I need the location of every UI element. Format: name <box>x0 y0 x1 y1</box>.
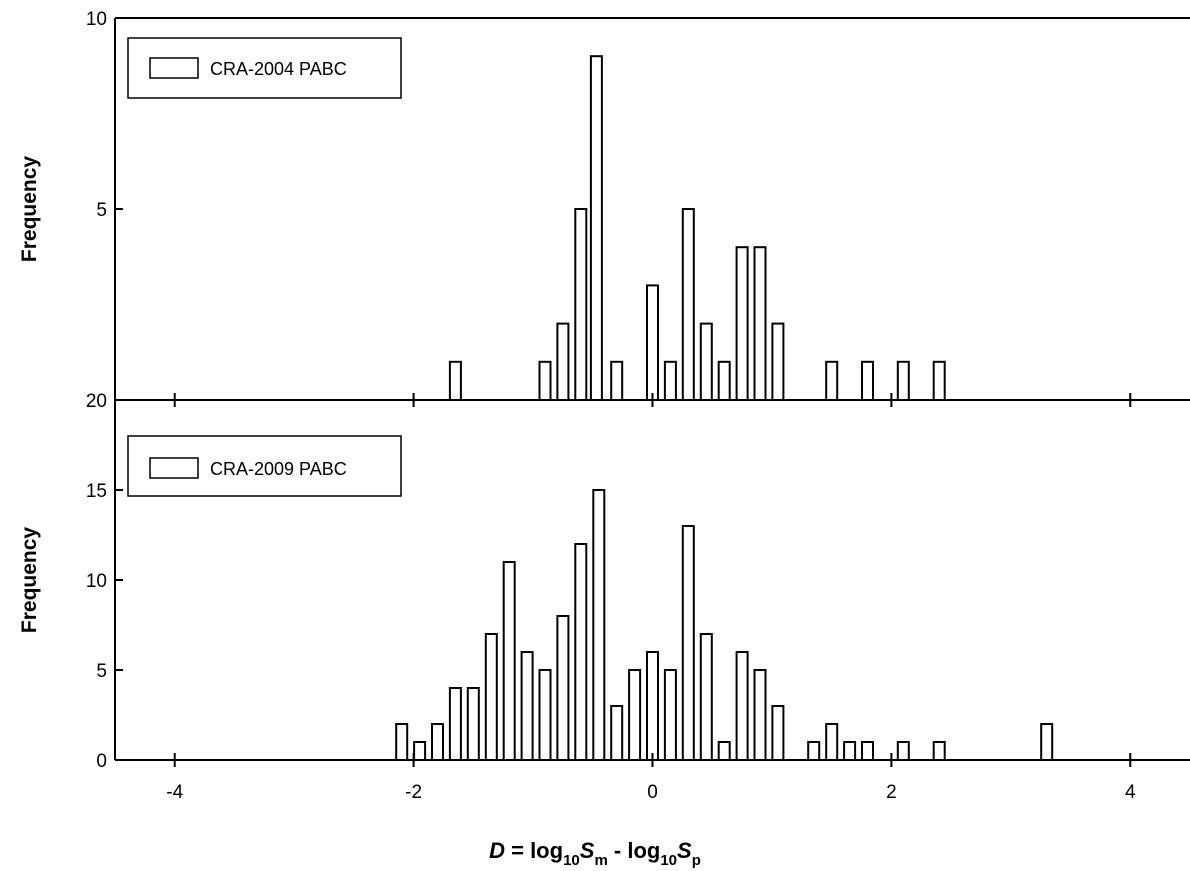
bottom-bar <box>431 723 444 761</box>
top-bar <box>771 322 785 402</box>
bottom-bar <box>663 669 677 761</box>
top-bar <box>932 360 946 401</box>
top-bar <box>538 360 552 401</box>
x-axis-title: D = log10Sm - log10Sp <box>489 838 701 869</box>
bottom-bar <box>395 723 409 761</box>
bottom-y-tick-label: 0 <box>96 751 107 772</box>
x-label-var: D <box>489 838 505 863</box>
bottom-bar <box>807 741 821 761</box>
top-bar <box>861 360 874 401</box>
x-label-sub2: 10 <box>660 852 677 869</box>
top-bar <box>735 246 749 401</box>
bottom-bar <box>843 741 857 761</box>
x-label-eq: = log <box>505 838 563 863</box>
top-legend: CRA-2004 PABC <box>127 37 402 99</box>
bottom-bar <box>538 669 552 761</box>
x-label-sub1: 10 <box>563 852 580 869</box>
x-label-sub-m: m <box>594 852 607 869</box>
bottom-legend-swatch <box>149 457 199 479</box>
bottom-bar <box>735 651 749 761</box>
bottom-bars <box>395 489 1054 761</box>
top-bar <box>610 360 624 401</box>
bottom-bar <box>861 741 874 761</box>
bottom-bar <box>896 741 910 761</box>
top-y-tick-label: 20 <box>86 391 107 412</box>
top-bar <box>717 360 731 401</box>
bottom-bar <box>574 543 588 761</box>
top-legend-label: CRA-2004 PABC <box>210 59 347 79</box>
x-tick-label: -2 <box>405 782 422 803</box>
top-y-ticks: 10 5 20 <box>86 9 123 412</box>
bottom-bar <box>556 615 570 761</box>
bottom-bar <box>717 741 731 761</box>
x-label-s1: S <box>580 838 595 863</box>
x-label-minus: - log <box>608 838 661 863</box>
bottom-bar <box>825 723 839 761</box>
top-bar <box>663 360 677 401</box>
top-bar <box>825 360 839 401</box>
top-bar <box>681 208 695 401</box>
top-bars <box>448 55 946 402</box>
bottom-bar <box>646 651 659 761</box>
top-x-ticks <box>173 393 1132 407</box>
bottom-bar <box>466 687 480 761</box>
x-tick-label: 4 <box>1125 782 1136 803</box>
top-bar <box>448 360 462 401</box>
bottom-x-ticks: -4 -2 0 2 4 <box>166 753 1136 803</box>
bottom-bar <box>448 687 462 761</box>
bottom-bar <box>1040 723 1054 761</box>
bottom-bar <box>413 741 427 761</box>
bottom-y-axis-title: Frequency <box>18 527 41 634</box>
bottom-bar <box>502 561 516 761</box>
x-tick-label: 2 <box>886 782 897 803</box>
bottom-bar <box>484 633 498 761</box>
bottom-y-ticks: 0 5 10 15 <box>86 481 123 772</box>
top-bar <box>699 322 713 402</box>
bottom-bar <box>932 741 946 761</box>
top-bar <box>646 284 659 401</box>
top-legend-swatch <box>149 57 199 79</box>
bottom-bar <box>628 669 642 761</box>
bottom-panel: 0 5 10 15 -4 -2 0 2 4 CRA-2009 PABC Frequency <box>18 400 1190 803</box>
x-label-s2: S <box>677 838 692 863</box>
bottom-bar <box>520 651 534 761</box>
top-y-axis-title: Frequency <box>18 156 41 263</box>
bottom-bar <box>771 705 785 761</box>
bottom-bar <box>681 525 695 761</box>
top-y-tick-label: 5 <box>96 200 107 221</box>
top-bar <box>556 322 570 402</box>
top-y-tick-label: 10 <box>86 9 107 30</box>
top-panel: 10 5 20 CRA-2004 PABC Frequency <box>18 9 1190 412</box>
top-bar <box>574 208 588 401</box>
top-bar <box>753 246 767 401</box>
x-tick-label: 0 <box>647 782 658 803</box>
bottom-bar <box>753 669 767 761</box>
bottom-bar <box>592 489 606 761</box>
x-label-sub-p: p <box>692 852 701 869</box>
top-bar <box>589 55 603 401</box>
x-tick-label: -4 <box>166 782 183 803</box>
top-bar <box>896 360 910 401</box>
bottom-y-tick-label: 5 <box>96 661 107 682</box>
bottom-bar <box>699 633 713 761</box>
bottom-bar <box>610 705 624 761</box>
bottom-legend: CRA-2009 PABC <box>127 435 402 497</box>
bottom-y-tick-label: 10 <box>86 571 107 592</box>
bottom-legend-label: CRA-2009 PABC <box>210 459 347 479</box>
bottom-y-tick-label: 15 <box>86 481 107 502</box>
